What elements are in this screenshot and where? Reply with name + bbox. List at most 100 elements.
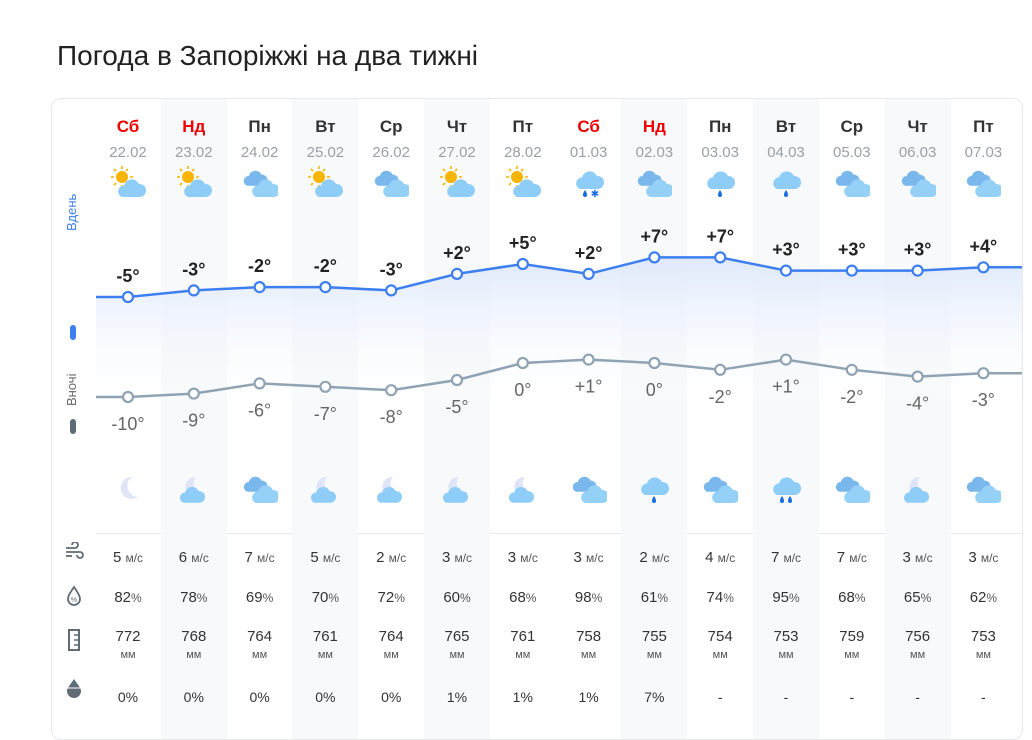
day-of-week: Вт [775,117,797,136]
night-temp-label: -10° [111,414,144,434]
day-of-week: Сб [577,117,600,136]
moon-cloud-icon [508,476,534,503]
wind-speed: 2 м/с [376,549,407,566]
precipitation: - [981,689,986,705]
humidity: 70% [311,589,340,606]
night-temp-label: -9° [182,411,205,431]
date: 03.03 [701,144,739,161]
day-column[interactable]: Сб 01.03 ✱ 3 м/с 98% 758 мм 1% [556,99,622,739]
pressure: 764 мм [378,628,404,661]
day-temp-label: -3° [380,259,403,279]
night-temp-label: 0° [646,380,663,400]
wind-icon [52,541,96,567]
humidity: 62% [969,589,998,606]
sun-cloud-icon [440,166,475,197]
precipitation: - [915,689,920,705]
wind-speed: 3 м/с [902,549,933,566]
wind-speed: 3 м/с [441,549,473,566]
day-column[interactable]: Пн 03.03 4 м/с 74% 754 мм - [687,99,753,739]
wind-speed: 3 м/с [507,549,538,566]
precipitation: 0% [249,689,270,705]
sun-cloud-icon [176,166,212,197]
day-temp-label: +2° [443,243,471,263]
night-point [648,356,661,370]
cloudy-icon [375,170,410,197]
date: 02.03 [635,144,674,161]
humidity: 68% [509,589,537,606]
day-temp-label: +3° [838,240,866,260]
wind-speed: 4 м/с [705,549,736,566]
wind-speed: 6 м/с [178,549,209,566]
pressure: 765 мм [444,628,470,661]
moon-cloud-icon [179,476,205,503]
day-of-week: Пт [973,117,994,136]
night-temp-label: -7° [314,404,337,424]
day-column[interactable]: Пт 28.02 3 м/с 68% 761 мм 1% [490,99,556,739]
day-point [582,267,595,280]
day-of-week: Пн [708,117,732,136]
humidity: 65% [903,589,932,606]
date: 05.03 [833,144,871,161]
pressure: 753 мм [773,628,799,661]
precipitation: 0% [315,689,336,705]
day-of-week: Чт [907,117,928,136]
cloudy-icon [835,476,870,503]
night-point [253,377,266,390]
night-point [911,370,924,383]
day-column[interactable]: Пт 07.03 3 м/с 62% 753 мм - [950,99,1016,739]
pressure: 758 мм [576,628,602,661]
night-temp-label: +1° [772,377,800,397]
day-column[interactable]: Ср 05.03 7 м/с 68% 759 мм - [819,99,885,739]
day-of-week: Ср [840,117,864,136]
wind-speed: 7 м/с [770,549,802,566]
night-point [516,356,529,370]
day-column[interactable]: Пн 24.02 7 м/с 69% 764 мм 0% [227,99,293,739]
day-line [96,256,1022,299]
night-temp-label: 0° [514,380,531,400]
date: 25.02 [306,144,345,161]
date: 23.02 [175,144,213,161]
night-temp-label: -5° [445,397,468,417]
night-temp-label: -2° [840,387,863,407]
day-of-week: Чт [446,117,468,136]
forecast-card: Вдень Вночі % Сб 22.02 5 м/с 82% 772 мм 0… [51,98,1023,740]
day-column[interactable]: Ср 26.02 2 м/с 72% 764 мм 0% [358,99,424,739]
pressure: 761 мм [312,628,338,661]
precipitation: - [849,689,855,705]
day-point [121,290,135,304]
svg-text:%: % [71,597,77,604]
sun-cloud-icon [111,166,146,197]
day-point [253,281,266,294]
day-point [385,284,398,297]
precipitation-icon [52,677,96,704]
rain-icon [641,477,670,503]
humidity: 69% [245,589,274,606]
precipitation: 7% [644,689,665,705]
humidity: 68% [838,589,866,606]
day-column[interactable]: Сб 22.02 5 м/с 82% 772 мм 0% [95,99,161,739]
date: 22.02 [109,144,147,161]
day-of-week: Нд [182,117,206,136]
pressure: 754 мм [707,628,733,661]
night-temp-label: -2° [709,387,732,407]
cloudy-icon [704,476,739,503]
night-point [582,353,595,366]
date: 27.02 [438,144,476,161]
pressure: 761 мм [510,628,536,661]
svg-text:✱: ✱ [590,189,598,200]
heavy-rain-icon [773,477,802,503]
moon-cloud-icon [377,476,403,503]
pressure: 756 мм [905,628,931,661]
humidity: 95% [772,589,800,606]
day-point [911,264,924,277]
wind-speed: 3 м/с [573,549,604,566]
rain-icon [707,171,736,197]
moon-cloud-icon [311,476,337,503]
night-temp-label: -8° [380,407,403,427]
cloudy-icon [967,170,1002,197]
precipitation: 0% [183,689,204,705]
day-point [714,251,727,264]
day-temp-label: -3° [182,259,205,279]
day-temp-label: -2° [314,256,337,276]
wind-speed: 5 м/с [310,549,341,566]
